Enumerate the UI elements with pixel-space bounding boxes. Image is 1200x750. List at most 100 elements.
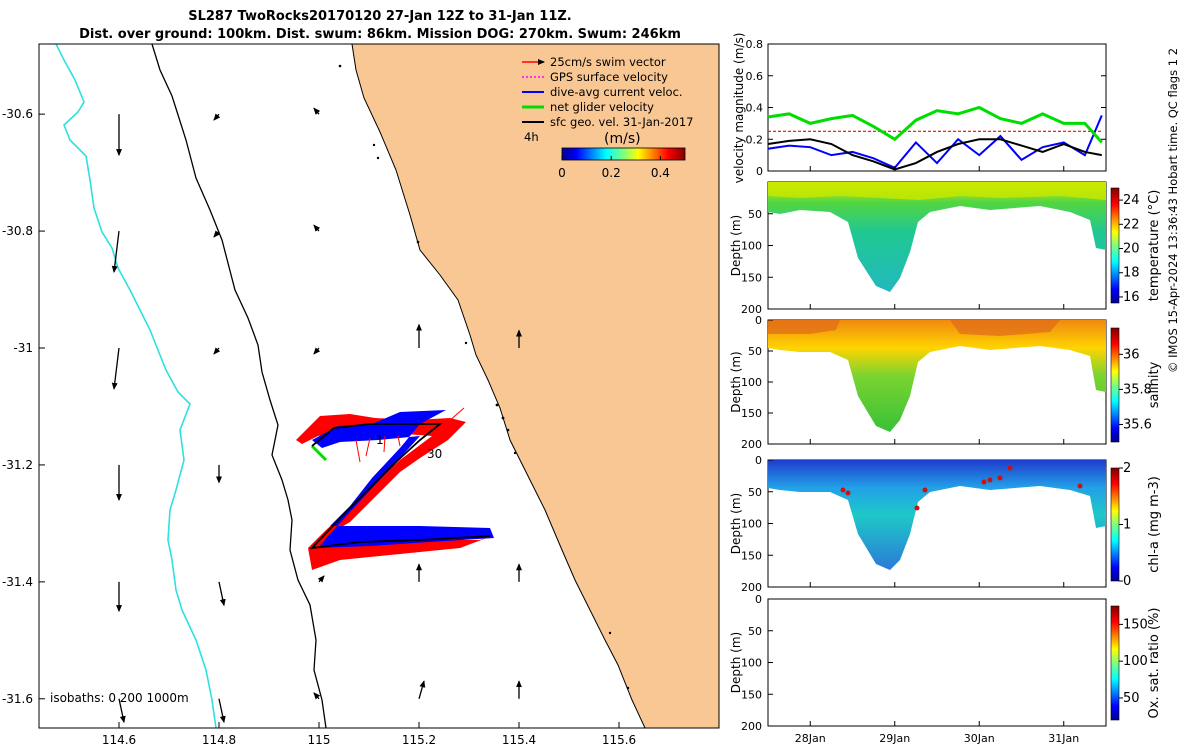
surface-current-arrow — [111, 347, 120, 390]
surface-current-arrow — [418, 680, 426, 699]
chlorophyll-colorbar-tick-label: 0 — [1123, 574, 1131, 589]
temperature-panel: 50 100 150 200 Depth (m) 16 18 20 22 24 temperatur… — [729, 181, 1162, 316]
surface-current-arrow — [218, 698, 226, 724]
legend-interval: 4h — [524, 130, 539, 144]
surface-current-arrow — [313, 224, 321, 232]
velocity-y-tick-label: 0.4 — [746, 102, 764, 115]
map-x-tick-label: 115 — [308, 733, 331, 747]
speed-colorbar — [561, 147, 686, 161]
chlorophyll-depth-tick-label: 150 — [741, 549, 762, 562]
oxygen-colorbar-tick-label: 50 — [1123, 691, 1140, 706]
chlorophyll-depth-tick-label: 200 — [741, 581, 762, 594]
surface-current-arrow — [213, 347, 221, 355]
time-tick-label: 28Jan — [795, 732, 826, 745]
oxygen-colorbar-label: Ox. sat. ratio (%) — [1147, 608, 1162, 719]
swim-vector-arrows — [355, 407, 465, 463]
isobaths-label: isobaths: 0 200 1000m — [50, 691, 189, 705]
map-y-tick-label: -31.2 — [2, 458, 33, 472]
legend-swim-vector: 25cm/s swim vector — [522, 55, 666, 69]
map-panel: 1 30 114.6 114.8 115 115.2 115.4 115.6 -30.6-… — [2, 43, 720, 747]
legend-label-swim: 25cm/s swim vector — [550, 55, 666, 69]
map-x-ticks: 114.6 114.8 115 115.2 115.4 115.6 — [102, 722, 636, 747]
salinity-colorbar — [1110, 327, 1120, 443]
chlorophyll-colorbar-tick-label: 2 — [1123, 461, 1131, 476]
speed-colorbar-tick-label: 0 — [558, 166, 566, 180]
credit-text: © IMOS 15-Apr-2024 13:36:43 Hobart time.… — [1166, 47, 1180, 373]
oxygen-depth-tick-label: 0 — [755, 593, 762, 606]
temperature-colorbar-tick-label: 20 — [1123, 242, 1140, 257]
temperature-depth-tick-label: 50 — [748, 208, 762, 221]
temperature-depth-tick-label: 200 — [741, 303, 762, 316]
chlorophyll-depth-tick-label: 50 — [748, 486, 762, 499]
temperature-colorbar-tick-label: 22 — [1123, 217, 1140, 232]
speed-colorbar-ticks: 0 0.2 0.4 — [558, 156, 670, 180]
track-line — [309, 423, 491, 550]
temperature-colorbar — [1110, 187, 1120, 304]
oxygen-ylabel: Depth (m) — [729, 632, 743, 693]
map-x-tick-label: 115.6 — [602, 733, 636, 747]
surface-current-arrow — [317, 575, 325, 583]
legend-sfc-geo: sfc geo. vel. 31-Jan-2017 — [522, 115, 694, 129]
salinity-colorbar-tick-label: 36 — [1123, 347, 1140, 362]
chlorophyll-panel: 0 50 100 150 200 Depth (m) 0 1 2 chl-a (mg m-3) — [729, 454, 1162, 594]
oxygen-depth-tick-label: 100 — [741, 657, 762, 670]
map-frame — [38, 43, 720, 729]
salinity-depth-tick-label: 150 — [741, 407, 762, 420]
surface-current-arrow — [313, 107, 321, 115]
title-line-1: SL287 TwoRocks20170120 27-Jan 12Z to 31-… — [188, 9, 572, 24]
oxygen-colorbar — [1110, 605, 1120, 721]
temperature-colorbar-label: temperature (°C) — [1147, 190, 1162, 302]
glider-track — [296, 407, 494, 570]
speed-colorbar-tick-label: 0.4 — [651, 166, 670, 180]
chlorophyll-ticks: 0 50 100 150 200 Depth (m) 0 1 2 chl-a (mg m-3) — [729, 454, 1162, 594]
map-x-tick-label: 114.8 — [202, 733, 236, 747]
legend-label-sfc: sfc geo. vel. 31-Jan-2017 — [550, 115, 694, 129]
salinity-section — [768, 320, 1106, 432]
track-label-end: 30 — [427, 447, 442, 461]
figure-title: SL287 TwoRocks20170120 27-Jan 12Z to 31-… — [0, 8, 760, 44]
legend-label-gps: GPS surface velocity — [550, 70, 668, 84]
legend-gps: GPS surface velocity — [522, 70, 668, 84]
legend-label-net: net glider velocity — [550, 100, 654, 114]
speed-colorbar-tick-label: 0.2 — [602, 166, 621, 180]
map-x-tick-label: 115.2 — [402, 733, 436, 747]
salinity-high-layer — [768, 320, 1060, 336]
surface-current-arrows — [111, 107, 522, 724]
isobath-200m — [151, 44, 327, 728]
chlorophyll-ylabel: Depth (m) — [729, 493, 743, 554]
land — [352, 44, 719, 728]
surface-current-arrow — [111, 230, 120, 273]
islands — [338, 64, 630, 690]
map-x-tick-label: 114.6 — [102, 733, 136, 747]
map-y-tick-label: -31.4 — [2, 575, 33, 589]
chlorophyll-depth-tick-label: 0 — [755, 454, 762, 467]
chlorophyll-depth-tick-label: 100 — [741, 518, 762, 531]
velocity-y-tick-label: 0.6 — [746, 70, 764, 83]
velocity-ylabel: velocity magnitude (m/s) — [732, 33, 746, 184]
map-y-ticks: -30.6 -30.8 -31 -31.2 -31.4 -31.6 — [2, 107, 45, 706]
velocity-series-sfc-geo-vel- — [767, 138, 1102, 171]
velocity-y-tick-label: 0 — [756, 165, 763, 178]
surface-current-arrow — [313, 692, 321, 700]
chlorophyll-max-dots — [840, 465, 1083, 511]
map-y-tick-label: -30.6 — [2, 107, 33, 121]
map-y-tick-label: -31.6 — [2, 692, 33, 706]
chlorophyll-colorbar-tick-label: 1 — [1123, 518, 1131, 533]
isobath-1000m — [55, 44, 217, 728]
salinity-depth-tick-label: 50 — [748, 345, 762, 358]
time-tick-label: 29Jan — [879, 732, 910, 745]
oxygen-colorbar-tick-label: 100 — [1123, 654, 1148, 669]
velocity-axes — [767, 43, 1107, 172]
net-velocity-arrows — [310, 444, 328, 462]
title-line-2: Dist. over ground: 100km. Dist. swum: 86… — [79, 27, 681, 42]
salinity-colorbar-label: salinity — [1147, 361, 1162, 408]
surface-current-arrow — [213, 113, 221, 121]
oxygen-colorbar-tick-label: 150 — [1123, 617, 1148, 632]
map-y-tick-label: -30.8 — [2, 224, 33, 238]
temperature-section — [768, 182, 1106, 292]
salinity-colorbar-tick-label: 35.6 — [1123, 417, 1152, 432]
chlorophyll-colorbar — [1110, 467, 1120, 582]
